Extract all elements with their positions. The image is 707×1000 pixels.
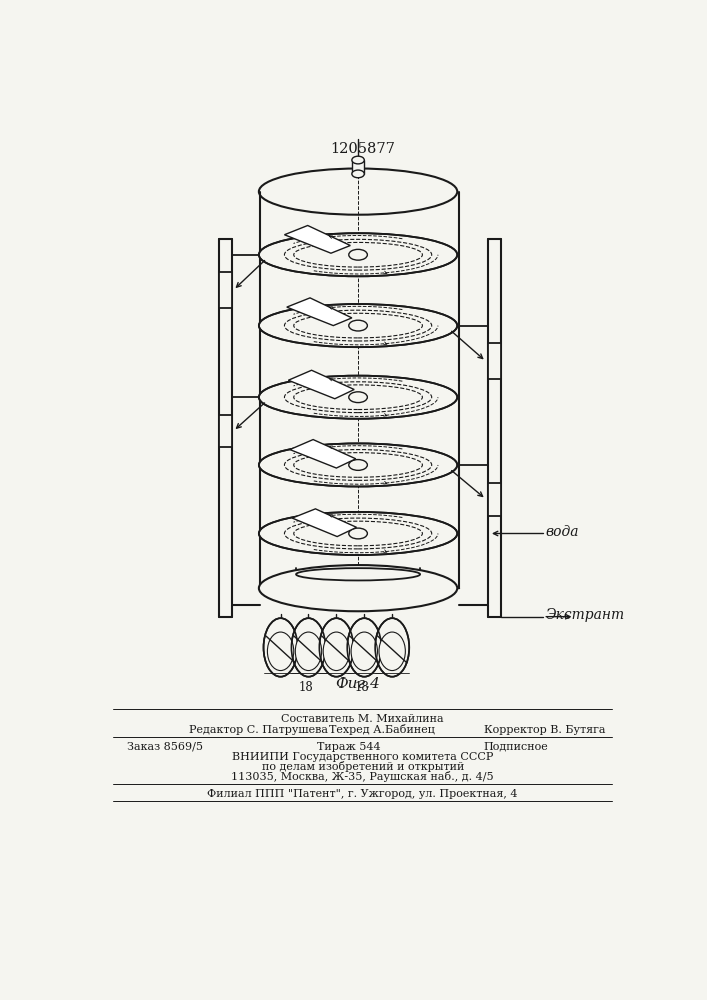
- Text: Фиг.4: Фиг.4: [336, 677, 380, 691]
- Text: ВНИИПИ Государственного комитета СССР: ВНИИПИ Государственного комитета СССР: [232, 752, 493, 762]
- Text: 18: 18: [355, 681, 369, 694]
- Ellipse shape: [296, 568, 420, 580]
- Ellipse shape: [349, 320, 368, 331]
- Ellipse shape: [264, 618, 298, 677]
- Ellipse shape: [379, 632, 405, 671]
- Text: 18: 18: [299, 681, 313, 694]
- Text: Заказ 8569/5: Заказ 8569/5: [127, 742, 203, 752]
- Text: 113035, Москва, Ж-35, Раушская наб., д. 4/5: 113035, Москва, Ж-35, Раушская наб., д. …: [231, 771, 494, 782]
- Bar: [218, 272, 232, 308]
- Text: Тираж 544: Тираж 544: [317, 742, 380, 752]
- Text: Филиал ППП "Патент", г. Ужгород, ул. Проектная, 4: Филиал ППП "Патент", г. Ужгород, ул. Про…: [207, 789, 518, 799]
- Ellipse shape: [323, 632, 349, 671]
- Ellipse shape: [349, 528, 368, 539]
- Ellipse shape: [296, 632, 322, 671]
- Text: 1205877: 1205877: [330, 142, 395, 156]
- Polygon shape: [284, 225, 351, 253]
- Ellipse shape: [352, 156, 364, 164]
- Text: по делам изобретений и открытий: по делам изобретений и открытий: [262, 761, 464, 772]
- Ellipse shape: [291, 618, 325, 677]
- Ellipse shape: [259, 565, 457, 611]
- Polygon shape: [290, 440, 356, 468]
- Text: Корректор В. Бутяга: Корректор В. Бутяга: [484, 725, 605, 735]
- Bar: [488, 343, 501, 379]
- Ellipse shape: [259, 512, 457, 555]
- Ellipse shape: [320, 618, 354, 677]
- Ellipse shape: [349, 460, 368, 470]
- Bar: [488, 483, 501, 516]
- Ellipse shape: [347, 618, 381, 677]
- Ellipse shape: [351, 632, 378, 671]
- Ellipse shape: [259, 376, 457, 419]
- Ellipse shape: [259, 304, 457, 347]
- Ellipse shape: [349, 249, 368, 260]
- Bar: [352, 160, 364, 174]
- Polygon shape: [288, 370, 354, 399]
- Ellipse shape: [375, 618, 409, 677]
- Text: Составитель М. Михайлина: Составитель М. Михайлина: [281, 714, 444, 724]
- Ellipse shape: [259, 233, 457, 276]
- Text: Подписное: Подписное: [484, 742, 549, 752]
- Ellipse shape: [259, 443, 457, 487]
- Text: Редактор С. Патрушева: Редактор С. Патрушева: [189, 725, 328, 735]
- Text: Техред А.Бабинец: Техред А.Бабинец: [329, 724, 435, 735]
- Polygon shape: [292, 509, 356, 537]
- Ellipse shape: [267, 632, 293, 671]
- Text: вода: вода: [546, 525, 579, 539]
- Polygon shape: [287, 298, 352, 326]
- Ellipse shape: [352, 170, 364, 178]
- Ellipse shape: [349, 392, 368, 403]
- Text: Экстрант: Экстрант: [546, 608, 625, 622]
- Bar: [218, 415, 232, 447]
